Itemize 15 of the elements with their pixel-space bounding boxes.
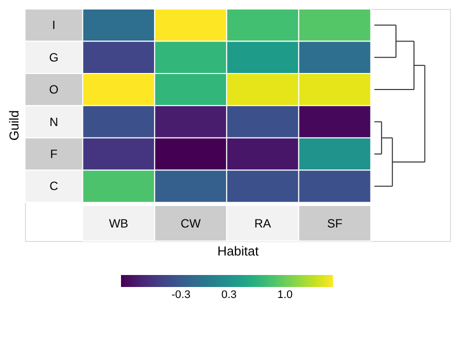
x-tick-label: RA	[254, 216, 272, 230]
y-tick-label: N	[49, 114, 58, 129]
y-tick-label: I	[52, 18, 56, 32]
y-tick-label: C	[49, 179, 58, 194]
color-bar-label: -0.3	[172, 289, 190, 301]
x-tick-label: WB	[108, 216, 128, 230]
y-axis-title: Guild	[6, 110, 22, 141]
y-tick-label: G	[49, 50, 58, 64]
x-tick-label: CW	[180, 216, 202, 230]
y-tick-label: F	[50, 147, 58, 161]
y-tick-label: O	[49, 82, 58, 97]
color-bar-label: 0.3	[221, 289, 237, 301]
x-axis-title: Habitat	[217, 244, 259, 258]
color-bar-label: 1.0	[277, 289, 293, 301]
x-tick-label: SF	[327, 216, 342, 230]
